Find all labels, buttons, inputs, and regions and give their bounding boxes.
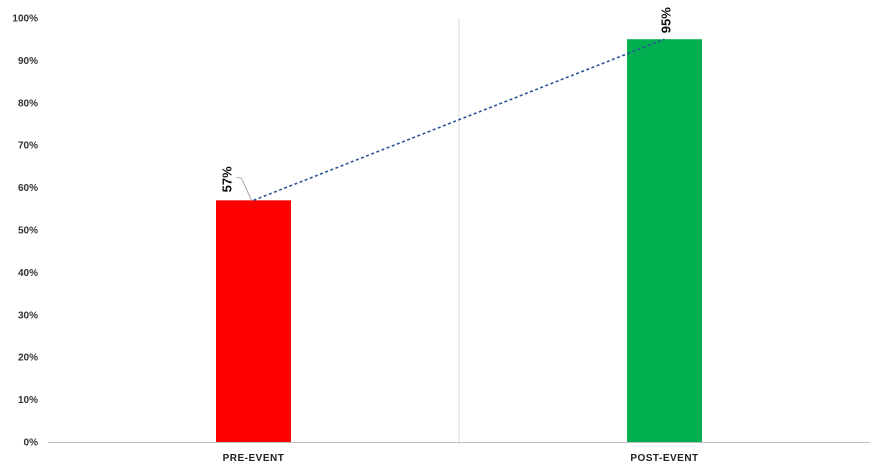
y-tick-label: 100% <box>12 14 38 25</box>
bars <box>216 39 702 442</box>
y-tick-label: 30% <box>18 310 38 321</box>
y-tick-label: 0% <box>24 438 39 449</box>
data-labels: 57% 95% <box>220 7 674 193</box>
y-tick-label: 20% <box>18 353 38 364</box>
leader-lines <box>236 176 252 201</box>
category-label: PRE-EVENT <box>223 453 285 464</box>
data-label-post-event: 95% <box>659 7 674 33</box>
y-tick-label: 80% <box>18 98 38 109</box>
leader-line <box>236 176 252 201</box>
trend-line <box>253 38 665 202</box>
category-labels: PRE-EVENT POST-EVENT <box>223 453 699 464</box>
y-tick-label: 90% <box>18 56 38 67</box>
y-tick-label: 40% <box>18 268 38 279</box>
y-tick-label: 70% <box>18 141 38 152</box>
bar-pre-event <box>216 200 291 442</box>
bar-post-event <box>627 39 702 442</box>
data-label-pre-event: 57% <box>220 166 235 192</box>
y-tick-label: 60% <box>18 183 38 194</box>
y-tick-label: 50% <box>18 226 38 237</box>
y-tick-label: 10% <box>18 395 38 406</box>
category-label: POST-EVENT <box>630 453 698 464</box>
y-axis-ticks: 0% 10% 20% 30% 40% 50% 60% 70% 80% 90% 100% <box>12 14 38 449</box>
